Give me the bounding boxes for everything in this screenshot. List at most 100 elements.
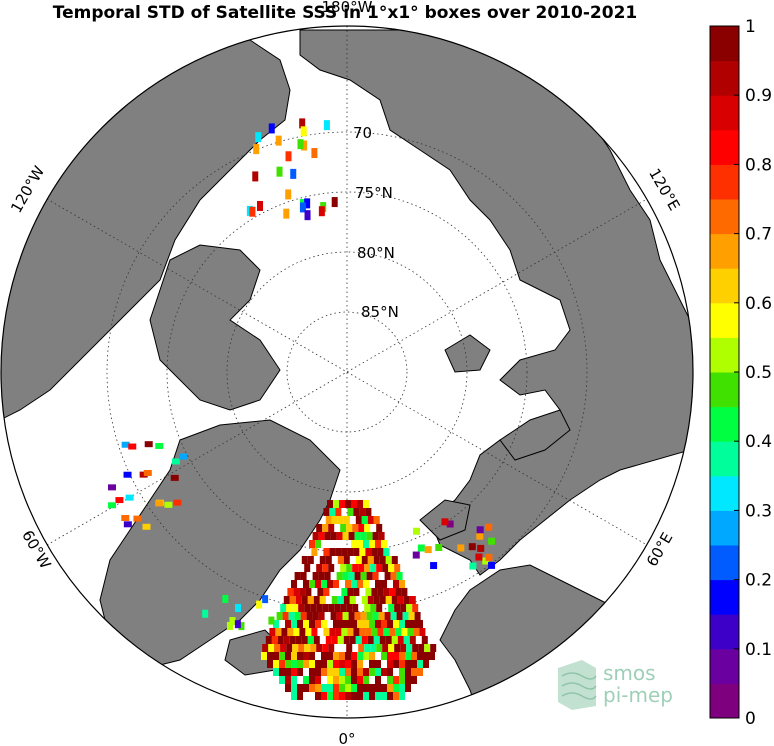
- sss-cell: [331, 596, 338, 604]
- sss-cell: [393, 676, 399, 684]
- sss-cell: [429, 652, 435, 660]
- sss-cell: [311, 628, 318, 636]
- sss-cell: [372, 532, 379, 540]
- sss-cell: [319, 596, 326, 604]
- sss-cell: [403, 636, 410, 644]
- sss-cell: [307, 596, 314, 604]
- sss-cell: [413, 628, 420, 636]
- sss-cell: [291, 660, 297, 668]
- sss-cell: [333, 652, 339, 660]
- sss-cell: [327, 500, 333, 508]
- sss-cell: [309, 676, 315, 684]
- sss-cell: [376, 604, 383, 612]
- meridian-120w-60e: [46, 198, 648, 546]
- sss-cell: [366, 532, 373, 540]
- sss-cell: [351, 660, 357, 668]
- sss-cell: [321, 580, 327, 588]
- sss-cell: [375, 580, 381, 588]
- sss-cell: [393, 652, 399, 660]
- sss-cell: [382, 564, 389, 572]
- sss-cell: [370, 604, 377, 612]
- sss-cell: [267, 652, 273, 660]
- colorbar-tick-label: 0.5: [745, 363, 772, 383]
- sss-cell: [376, 644, 383, 652]
- colorbar-tick-label: 0.3: [745, 501, 772, 521]
- sss-cell: [294, 612, 301, 620]
- land-scandinavia: [439, 564, 693, 718]
- sss-cell: [309, 620, 315, 628]
- sss-cell: [139, 471, 148, 478]
- sss-cell: [279, 660, 285, 668]
- colorbar-band: [710, 95, 739, 131]
- sss-cell: [299, 628, 306, 636]
- sss-cell: [321, 660, 327, 668]
- sss-cell: [417, 652, 423, 660]
- sss-cell: [414, 612, 421, 620]
- sss-cell: [316, 604, 323, 612]
- sss-cell: [346, 564, 353, 572]
- sss-cell: [311, 548, 318, 556]
- land-eurasia-arctic: [299, 29, 693, 576]
- sss-cell: [375, 620, 381, 628]
- sss-cell: [337, 596, 344, 604]
- sss-cell: [363, 620, 369, 628]
- sss-cell: [357, 652, 363, 660]
- sss-cell: [335, 548, 342, 556]
- sss-cell: [121, 514, 130, 521]
- sss-cell: [382, 644, 389, 652]
- logo: smos pi-mep: [558, 660, 673, 710]
- sss-cell: [377, 588, 384, 596]
- sss-cell: [373, 556, 380, 564]
- sss-cell: [347, 628, 354, 636]
- sss-cell: [229, 617, 236, 626]
- sss-cell: [441, 518, 449, 526]
- sss-cell: [316, 644, 323, 652]
- sss-cell: [304, 198, 311, 209]
- sss-cell: [365, 548, 372, 556]
- sss-cell: [405, 660, 411, 668]
- sss-cell: [457, 544, 465, 552]
- sss-cell: [339, 660, 345, 668]
- sss-cell: [306, 612, 313, 620]
- sss-cell: [283, 636, 290, 644]
- sss-cell: [287, 588, 294, 596]
- sss-cell: [361, 636, 368, 644]
- sss-cell: [318, 206, 325, 217]
- land-arctic-archipelago: [149, 244, 281, 411]
- sss-cell: [345, 580, 351, 588]
- sss-cell: [291, 580, 297, 588]
- sss-cell: [418, 644, 425, 652]
- sss-cell: [361, 556, 368, 564]
- sss-cell: [331, 197, 338, 208]
- sss-cell: [202, 609, 209, 618]
- sss-cell: [419, 628, 426, 636]
- sss-cell: [312, 612, 319, 620]
- sss-cell: [327, 668, 333, 676]
- sss-cell: [155, 500, 164, 507]
- sss-cell: [303, 660, 309, 668]
- colorbar-band: [710, 60, 739, 96]
- sss-cell: [357, 500, 363, 508]
- sss-cell: [315, 684, 321, 692]
- sss-cell: [292, 644, 299, 652]
- colorbar-tick-label: 0.2: [745, 571, 772, 591]
- lon-label-0: 0°: [338, 730, 355, 746]
- sss-cell: [411, 676, 417, 684]
- sss-cell: [417, 620, 423, 628]
- sss-cell: [387, 652, 393, 660]
- sss-cell: [319, 556, 326, 564]
- sss-cell: [303, 580, 309, 588]
- sss-cell: [316, 564, 323, 572]
- sss-cell: [488, 537, 496, 545]
- sss-cell: [360, 532, 367, 540]
- sss-cell: [337, 516, 344, 524]
- sss-cell: [334, 604, 341, 612]
- sss-cell: [309, 652, 315, 660]
- lat-label-75: 75°N: [355, 184, 393, 202]
- sss-cell: [282, 612, 289, 620]
- sss-cell: [337, 556, 344, 564]
- latitude-labels: 70 75°N 80°N 85°N: [353, 124, 399, 321]
- colorbar-band: [710, 475, 739, 511]
- sss-cell: [359, 548, 366, 556]
- sss-cell: [133, 515, 142, 522]
